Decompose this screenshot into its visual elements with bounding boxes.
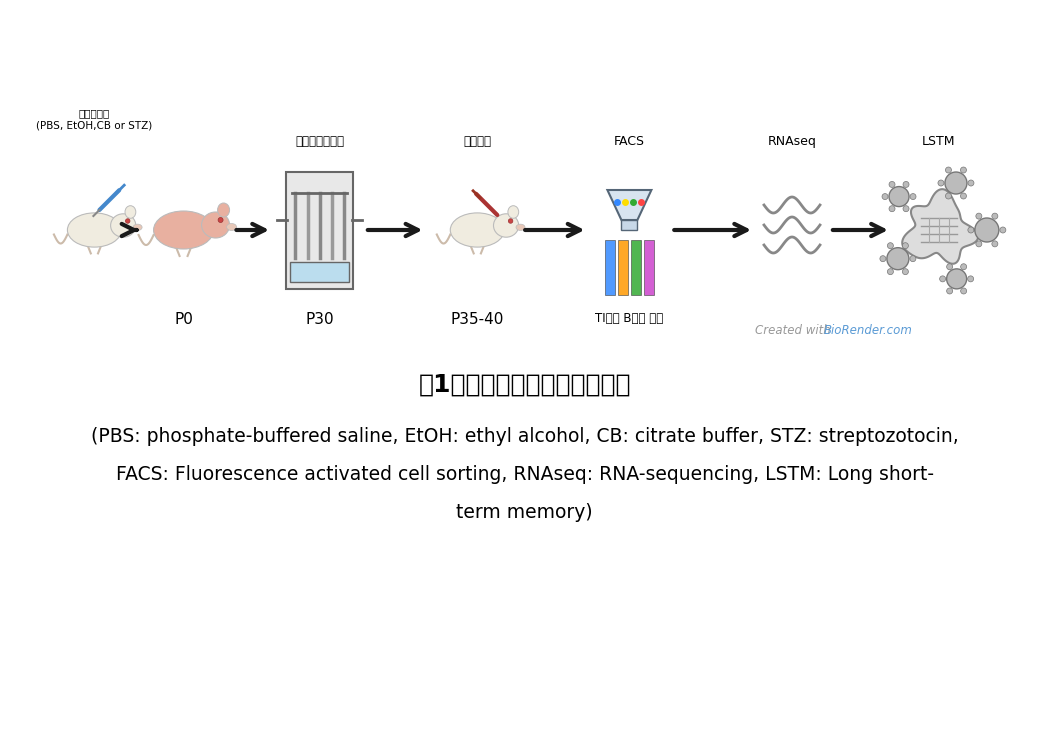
Text: Created with: Created with bbox=[755, 324, 835, 336]
Ellipse shape bbox=[493, 214, 518, 237]
FancyBboxPatch shape bbox=[286, 171, 354, 288]
Ellipse shape bbox=[450, 213, 505, 247]
Circle shape bbox=[882, 194, 889, 200]
Ellipse shape bbox=[516, 224, 524, 231]
Circle shape bbox=[992, 241, 998, 247]
Circle shape bbox=[992, 213, 998, 219]
Circle shape bbox=[945, 193, 951, 199]
Ellipse shape bbox=[218, 217, 223, 222]
FancyBboxPatch shape bbox=[618, 240, 628, 295]
Text: 図1．　本研究のタイムライン: 図1． 本研究のタイムライン bbox=[419, 373, 630, 397]
Circle shape bbox=[889, 205, 895, 211]
Circle shape bbox=[976, 213, 982, 219]
Circle shape bbox=[887, 269, 894, 275]
Text: ローターロッド: ローターロッド bbox=[296, 135, 344, 148]
Ellipse shape bbox=[508, 205, 518, 218]
Circle shape bbox=[938, 180, 944, 186]
Ellipse shape bbox=[217, 203, 230, 217]
Ellipse shape bbox=[125, 205, 135, 218]
Ellipse shape bbox=[67, 213, 122, 247]
FancyBboxPatch shape bbox=[291, 262, 349, 282]
Ellipse shape bbox=[509, 219, 513, 223]
Circle shape bbox=[961, 167, 966, 173]
Circle shape bbox=[946, 269, 966, 289]
Circle shape bbox=[945, 172, 967, 194]
Circle shape bbox=[887, 242, 894, 249]
Text: 腹腔内注射
(PBS, EtOH,CB or STZ): 腹腔内注射 (PBS, EtOH,CB or STZ) bbox=[37, 109, 152, 130]
Circle shape bbox=[1000, 227, 1006, 233]
FancyBboxPatch shape bbox=[621, 220, 638, 230]
Circle shape bbox=[911, 194, 916, 200]
Ellipse shape bbox=[227, 223, 237, 231]
Text: FACS: Fluorescence activated cell sorting, RNAseq: RNA-sequencing, LSTM: Long sh: FACS: Fluorescence activated cell sortin… bbox=[115, 466, 934, 485]
Ellipse shape bbox=[133, 224, 142, 231]
Text: 血液採取: 血液採取 bbox=[464, 135, 491, 148]
Circle shape bbox=[976, 241, 982, 247]
Text: TI細胞 B細胞 単球: TI細胞 B細胞 単球 bbox=[595, 312, 664, 325]
Ellipse shape bbox=[153, 211, 214, 249]
Circle shape bbox=[968, 180, 973, 186]
Text: P30: P30 bbox=[305, 312, 335, 327]
Text: P0: P0 bbox=[174, 312, 193, 327]
Circle shape bbox=[945, 167, 951, 173]
FancyBboxPatch shape bbox=[605, 240, 615, 295]
Text: LSTM: LSTM bbox=[922, 135, 956, 148]
FancyBboxPatch shape bbox=[644, 240, 654, 295]
Ellipse shape bbox=[201, 212, 230, 238]
Circle shape bbox=[961, 193, 966, 199]
Text: FACS: FACS bbox=[614, 135, 645, 148]
FancyBboxPatch shape bbox=[630, 240, 641, 295]
Circle shape bbox=[975, 218, 999, 242]
Circle shape bbox=[967, 276, 973, 282]
Text: RNAseq: RNAseq bbox=[768, 135, 816, 148]
Circle shape bbox=[961, 288, 966, 294]
Circle shape bbox=[946, 264, 952, 270]
Polygon shape bbox=[902, 189, 978, 264]
Circle shape bbox=[880, 256, 886, 262]
Circle shape bbox=[940, 276, 945, 282]
Circle shape bbox=[946, 288, 952, 294]
Circle shape bbox=[961, 264, 966, 270]
Polygon shape bbox=[607, 190, 651, 220]
Text: P35-40: P35-40 bbox=[451, 312, 504, 327]
Ellipse shape bbox=[126, 219, 130, 223]
Circle shape bbox=[903, 205, 909, 211]
Circle shape bbox=[886, 248, 908, 270]
Circle shape bbox=[889, 186, 909, 207]
Circle shape bbox=[889, 182, 895, 188]
Text: (PBS: phosphate-buffered saline, EtOH: ethyl alcohol, CB: citrate buffer, STZ: s: (PBS: phosphate-buffered saline, EtOH: e… bbox=[90, 427, 959, 446]
Ellipse shape bbox=[110, 214, 135, 237]
Circle shape bbox=[902, 242, 908, 249]
Circle shape bbox=[903, 182, 909, 188]
Text: BioRender.com: BioRender.com bbox=[823, 324, 913, 336]
Circle shape bbox=[909, 256, 916, 262]
Circle shape bbox=[902, 269, 908, 275]
Text: term memory): term memory) bbox=[456, 503, 593, 522]
Circle shape bbox=[968, 227, 973, 233]
